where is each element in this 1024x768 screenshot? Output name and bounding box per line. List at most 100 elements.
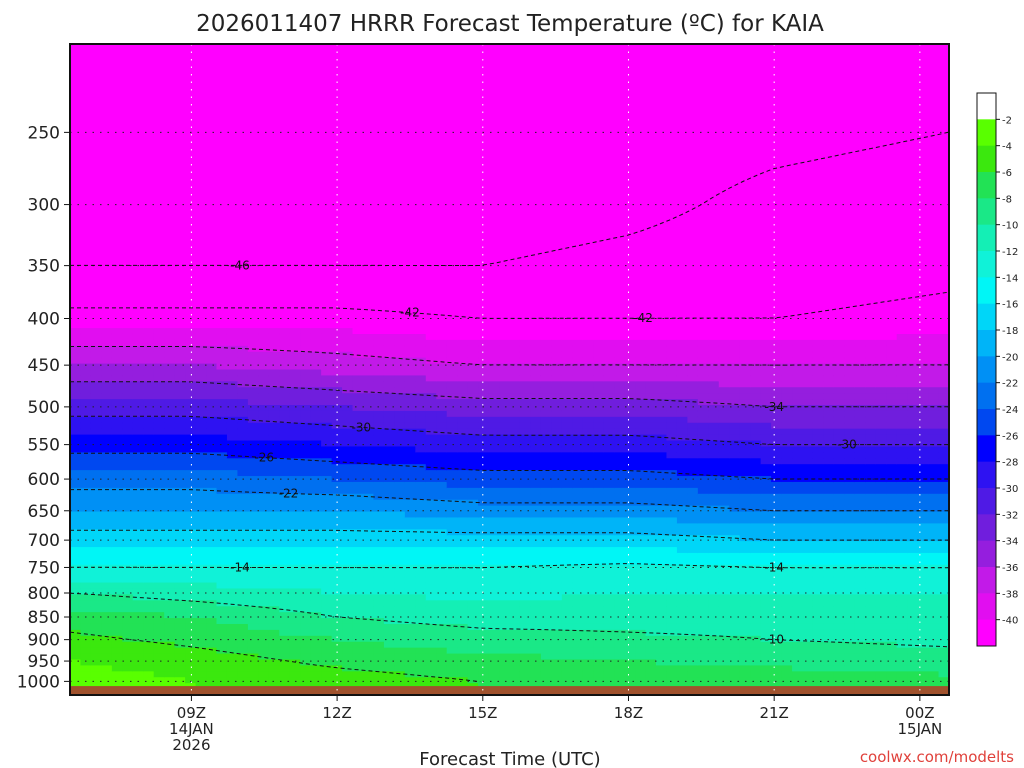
temperature-cell <box>373 328 385 335</box>
temperature-cell <box>268 268 280 276</box>
temperature-cell <box>446 547 458 554</box>
temperature-cell <box>153 339 165 347</box>
temperature-cell <box>519 85 532 92</box>
temperature-cell <box>300 410 312 418</box>
temperature-cell <box>90 91 102 98</box>
temperature-cell <box>80 180 92 187</box>
temperature-cell <box>467 262 479 270</box>
temperature-cell <box>436 215 448 223</box>
temperature-cell <box>530 49 542 57</box>
temperature-cell <box>363 458 375 465</box>
temperature-cell <box>153 422 165 430</box>
temperature-cell <box>153 547 165 554</box>
temperature-cell <box>216 399 228 406</box>
temperature-cell <box>279 61 291 69</box>
temperature-cell <box>310 665 322 672</box>
temperature-cell <box>363 363 375 371</box>
temperature-cell <box>122 268 134 276</box>
temperature-cell <box>195 511 207 519</box>
temperature-cell <box>226 470 239 477</box>
temperature-cell <box>373 61 385 69</box>
temperature-cell <box>258 618 270 625</box>
temperature-cell <box>268 239 280 246</box>
temperature-cell <box>164 79 176 87</box>
temperature-cell <box>509 665 521 672</box>
temperature-cell <box>279 434 291 442</box>
temperature-cell <box>342 345 354 353</box>
temperature-cell <box>164 505 176 513</box>
temperature-cell <box>174 446 186 453</box>
temperature-cell <box>404 665 416 672</box>
temperature-cell <box>247 369 259 377</box>
temperature-cell <box>488 487 500 495</box>
temperature-cell <box>185 558 197 566</box>
temperature-cell <box>363 73 375 81</box>
temperature-cell <box>289 162 301 169</box>
temperature-cell <box>226 476 239 483</box>
temperature-cell <box>310 91 322 98</box>
temperature-cell <box>101 470 113 477</box>
temperature-cell <box>446 322 458 329</box>
temperature-cell <box>342 535 354 542</box>
temperature-cell <box>310 505 322 513</box>
temperature-cell <box>509 67 521 75</box>
temperature-cell <box>174 582 186 590</box>
temperature-cell <box>268 61 280 69</box>
temperature-cell <box>446 85 458 92</box>
temperature-cell <box>321 629 333 637</box>
temperature-cell <box>363 310 375 317</box>
temperature-cell <box>185 399 197 406</box>
temperature-cell <box>70 529 82 536</box>
temperature-cell <box>363 328 375 335</box>
temperature-cell <box>425 333 437 341</box>
temperature-cell <box>509 316 521 323</box>
temperature-cell <box>206 369 218 377</box>
temperature-cell <box>70 251 82 258</box>
temperature-cell <box>394 73 406 81</box>
temperature-cell <box>363 653 375 661</box>
temperature-cell <box>383 405 395 412</box>
temperature-cell <box>70 328 82 335</box>
temperature-cell <box>289 168 301 175</box>
temperature-cell <box>279 665 291 672</box>
temperature-cell <box>132 363 144 371</box>
temperature-cell <box>383 588 395 595</box>
temperature-cell <box>206 535 218 542</box>
temperature-cell <box>383 85 395 92</box>
temperature-cell <box>394 363 406 371</box>
temperature-cell <box>247 558 259 566</box>
temperature-cell <box>132 109 144 116</box>
temperature-cell <box>373 251 385 258</box>
temperature-cell <box>80 635 92 643</box>
temperature-cell <box>467 535 479 542</box>
temperature-cell <box>509 600 521 607</box>
temperature-cell <box>226 310 239 317</box>
temperature-cell <box>352 120 364 128</box>
temperature-cell <box>446 245 458 252</box>
temperature-cell <box>164 333 176 341</box>
temperature-cell <box>70 446 82 453</box>
temperature-cell <box>143 641 155 649</box>
temperature-cell <box>164 268 176 276</box>
temperature-cell <box>331 541 343 548</box>
temperature-cell <box>394 647 406 655</box>
temperature-cell <box>478 345 490 353</box>
temperature-cell <box>226 280 239 288</box>
temperature-cell <box>394 641 406 649</box>
temperature-cell <box>258 541 270 548</box>
temperature-cell <box>509 251 521 258</box>
temperature-cell <box>467 156 479 163</box>
temperature-cell <box>457 304 469 311</box>
temperature-cell <box>226 197 239 205</box>
temperature-cell <box>436 677 448 684</box>
temperature-cell <box>383 428 395 436</box>
temperature-cell <box>373 85 385 92</box>
temperature-cell <box>80 144 92 152</box>
temperature-cell <box>143 257 155 264</box>
temperature-cell <box>153 215 165 223</box>
temperature-cell <box>195 487 207 495</box>
temperature-cell <box>373 67 385 75</box>
temperature-cell <box>226 91 239 98</box>
temperature-cell <box>174 120 186 128</box>
temperature-cell <box>206 653 218 661</box>
